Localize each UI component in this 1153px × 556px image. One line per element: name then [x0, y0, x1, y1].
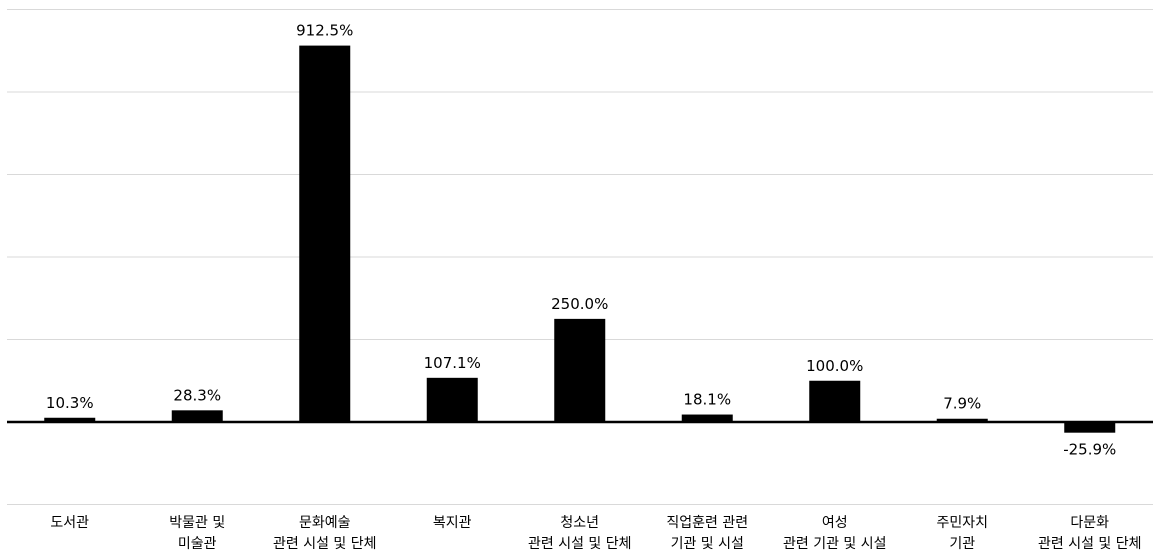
- category-label: 관련 시설 및 단체: [1038, 536, 1142, 552]
- data-label: 10.3%: [46, 394, 94, 412]
- category-label: 미술관: [178, 536, 217, 552]
- category-label: 관련 시설 및 단체: [273, 536, 377, 552]
- category-label: 다문화: [1070, 515, 1109, 531]
- category-label: 문화예술: [299, 515, 351, 531]
- category-label: 도서관: [50, 515, 89, 531]
- bar: [681, 414, 733, 422]
- category-label: 박물관 및: [169, 515, 225, 531]
- bar: [936, 418, 988, 422]
- data-label: 107.1%: [424, 354, 481, 372]
- bar: [44, 417, 96, 422]
- category-label: 청소년: [560, 515, 599, 531]
- category-label: 기관: [949, 536, 975, 552]
- bar: [1064, 422, 1116, 433]
- data-label: 7.9%: [943, 395, 981, 413]
- bar: [426, 377, 478, 422]
- category-label: 관련 기관 및 시설: [783, 536, 887, 552]
- data-label: 100.0%: [806, 357, 863, 375]
- category-label: 직업훈련 관련: [666, 515, 748, 531]
- bar: [554, 318, 606, 422]
- category-label: 주민자치: [936, 515, 988, 531]
- category-label: 관련 시설 및 단체: [528, 536, 632, 552]
- bar: [809, 380, 861, 422]
- category-label: 복지관: [433, 515, 472, 531]
- data-label: 28.3%: [173, 386, 221, 404]
- data-label: 18.1%: [683, 391, 731, 409]
- category-label: 기관 및 시설: [671, 536, 744, 552]
- data-label: 250.0%: [551, 295, 608, 313]
- bar: [299, 45, 351, 422]
- data-label: -25.9%: [1063, 441, 1116, 459]
- category-label: 여성: [822, 515, 848, 531]
- bar: [171, 410, 223, 422]
- data-label: 912.5%: [296, 22, 353, 40]
